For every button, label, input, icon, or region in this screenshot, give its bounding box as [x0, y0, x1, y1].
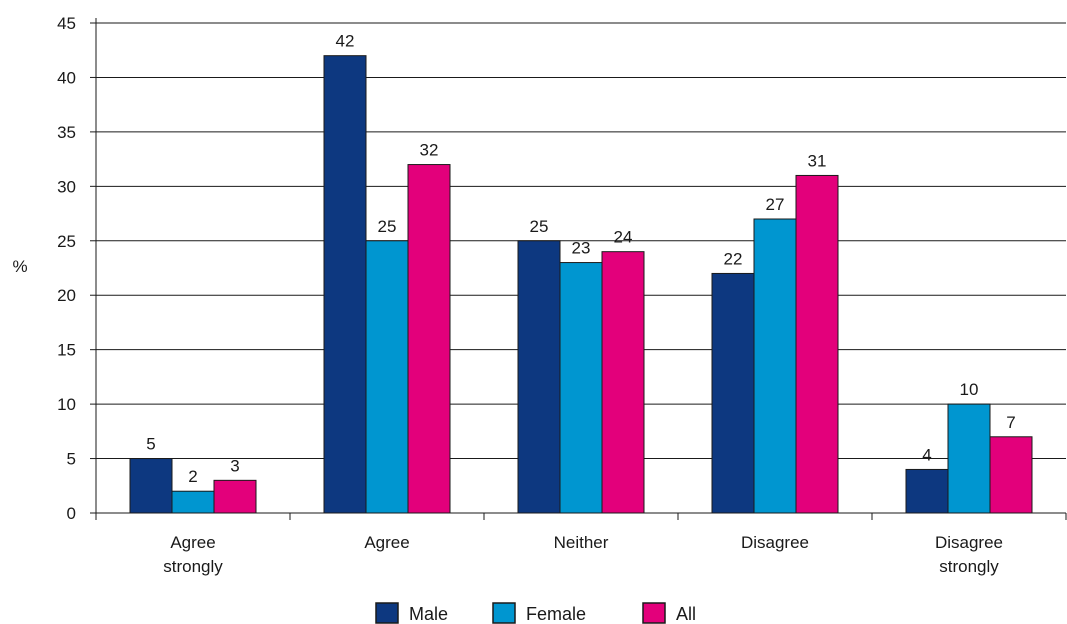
data-label: 32	[420, 141, 439, 160]
data-label: 22	[724, 249, 743, 268]
x-category-label: Agree	[364, 533, 409, 552]
bar-male-3	[711, 272, 755, 514]
bar-male-2	[517, 240, 561, 514]
legend-swatch-female	[492, 602, 516, 624]
data-label: 42	[336, 32, 355, 51]
x-category-label: strongly	[163, 557, 223, 576]
bar-male-1	[323, 55, 367, 514]
y-tick-label: 20	[57, 286, 76, 305]
data-label: 5	[146, 435, 155, 454]
axes	[90, 18, 1067, 520]
x-category-label: Disagree	[741, 533, 809, 552]
bar-female-0	[171, 490, 215, 514]
bar-female-2	[559, 262, 603, 514]
data-label: 23	[572, 239, 591, 258]
data-label: 25	[530, 217, 549, 236]
y-tick-label: 10	[57, 395, 76, 414]
gridlines	[96, 22, 1066, 460]
x-category-label: Disagree	[935, 533, 1003, 552]
x-category-label: strongly	[939, 557, 999, 576]
y-tick-label: 30	[57, 177, 76, 196]
legend: Male Female All	[375, 602, 696, 624]
legend-swatch-male	[375, 602, 399, 624]
y-tick-label: 40	[57, 68, 76, 87]
data-label: 24	[614, 228, 633, 247]
y-tick-label: 25	[57, 232, 76, 251]
y-tick-label: 35	[57, 123, 76, 142]
data-label: 10	[960, 380, 979, 399]
y-tick-label: 5	[67, 450, 76, 469]
x-category-label: Neither	[554, 533, 609, 552]
y-tick-label: 15	[57, 341, 76, 360]
bar-all-0	[213, 479, 257, 514]
bar-all-3	[795, 174, 839, 514]
bar-female-4	[947, 403, 991, 514]
y-tick-label: 0	[67, 504, 76, 523]
legend-label-female: Female	[526, 604, 586, 624]
bar-male-0	[129, 458, 173, 514]
data-label: 27	[766, 195, 785, 214]
data-label: 4	[922, 445, 931, 464]
data-label: 25	[378, 217, 397, 236]
bar-all-2	[601, 251, 645, 514]
data-label: 2	[188, 467, 197, 486]
legend-label-male: Male	[409, 604, 448, 624]
x-category-label: Agree	[170, 533, 215, 552]
labels: 051015202530354045523Agreestrongly422532…	[57, 14, 1016, 576]
legend-label-all: All	[676, 604, 696, 624]
data-label: 3	[230, 456, 239, 475]
bar-female-1	[365, 240, 409, 514]
legend-swatch-all	[642, 602, 666, 624]
bar-male-4	[905, 468, 949, 514]
bar-all-4	[989, 436, 1033, 514]
bar-all-1	[407, 164, 451, 514]
bar-female-3	[753, 218, 797, 514]
data-label: 7	[1006, 413, 1015, 432]
y-tick-label: 45	[57, 14, 76, 33]
y-axis-label: %	[12, 257, 27, 276]
data-label: 31	[808, 151, 827, 170]
bars	[129, 55, 1033, 514]
